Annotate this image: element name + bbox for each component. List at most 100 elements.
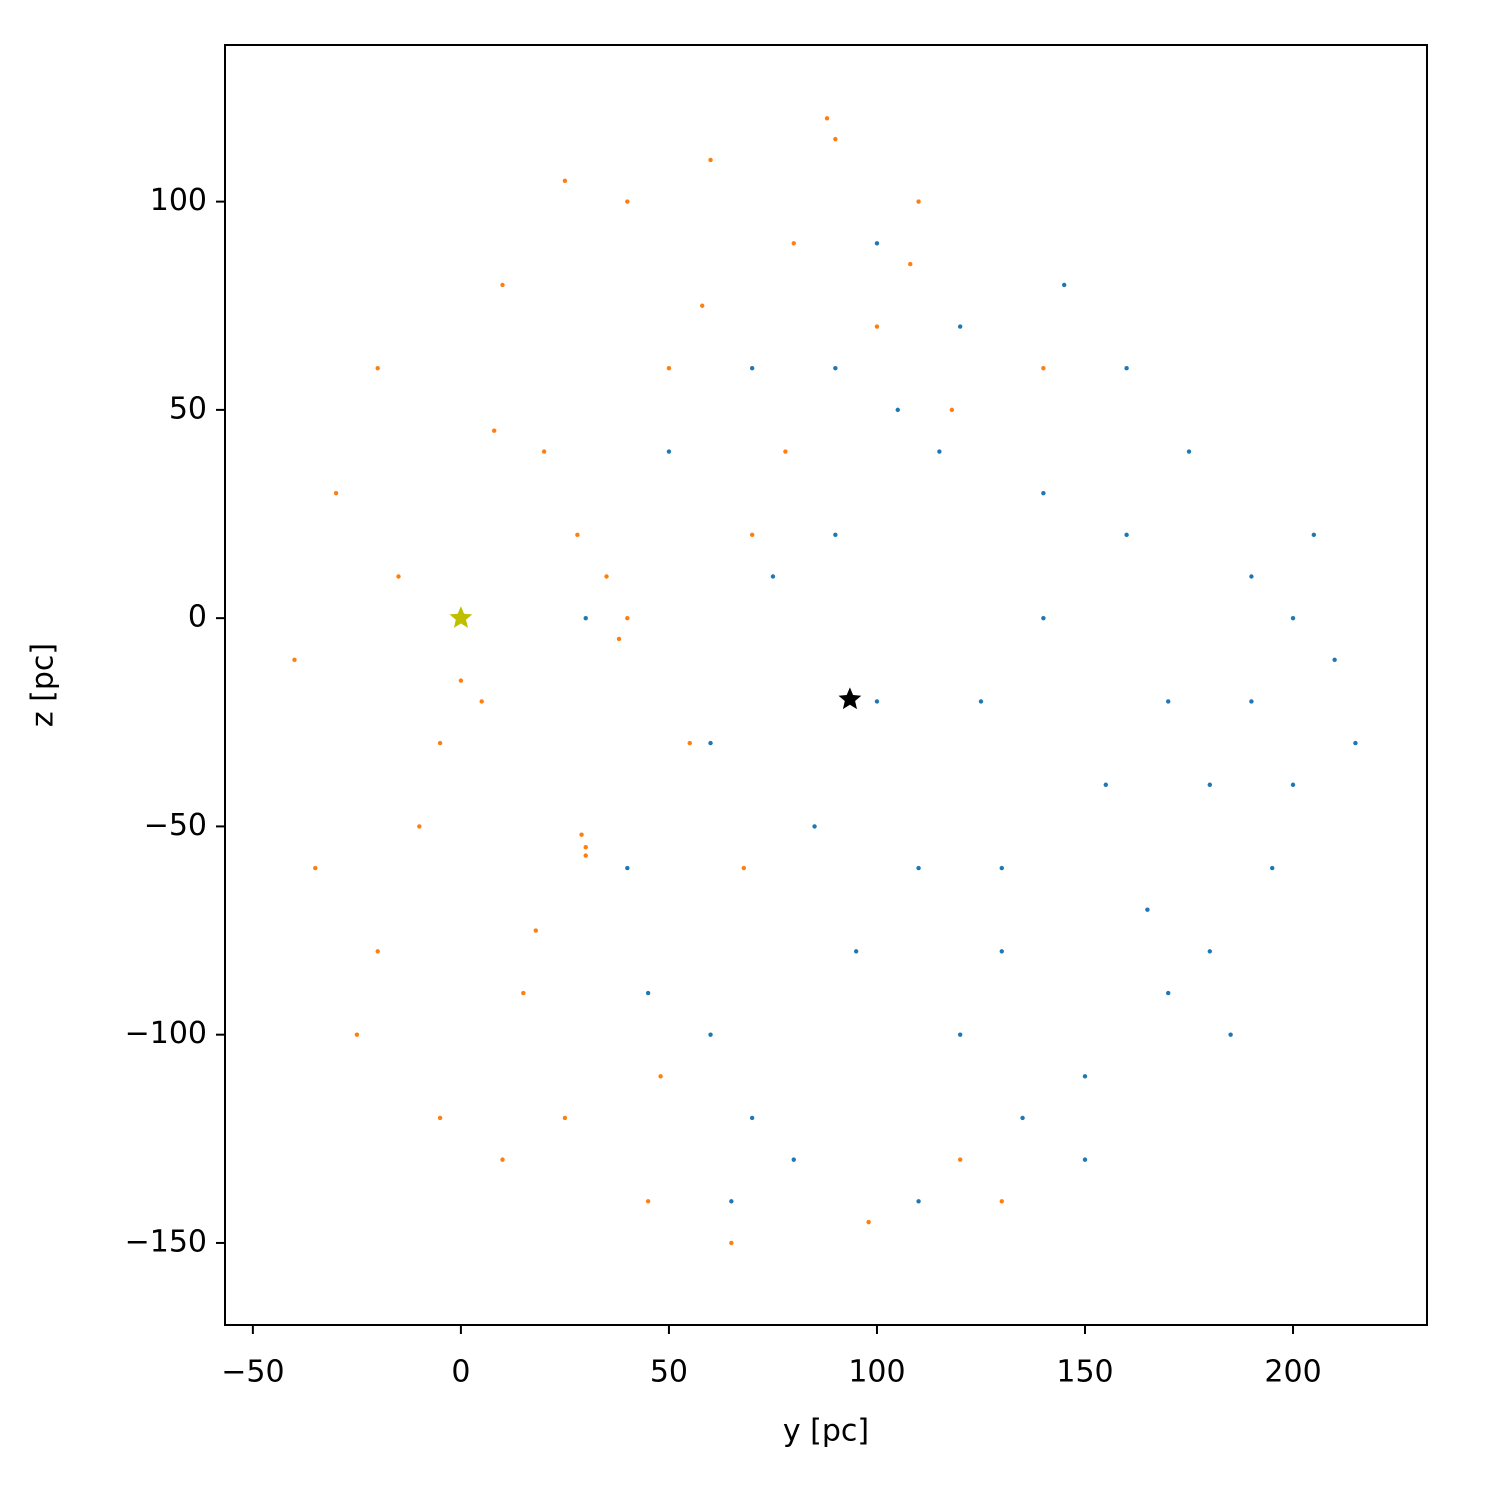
y-tick-label: −50 [144,808,207,843]
point [749,366,755,371]
point [1061,282,1067,288]
point [658,1074,663,1079]
point [625,199,630,204]
point [616,636,622,642]
x-tick-label: 50 [650,1355,688,1390]
point [354,1032,360,1037]
point [916,865,921,871]
point [375,949,380,954]
point [666,449,672,454]
point [1270,865,1275,871]
star-marker [838,687,862,710]
point [541,449,547,454]
point [562,178,568,183]
point [833,366,838,371]
point [791,241,796,246]
point [729,1240,734,1246]
point [491,428,497,433]
point [1124,366,1129,371]
point [666,366,672,371]
point [1124,532,1129,538]
point [562,1115,568,1121]
y-tick-label: 0 [188,600,207,635]
point [479,699,484,704]
point [1041,366,1046,371]
point [313,865,318,871]
point [1166,699,1171,704]
point [866,1219,871,1225]
point [1228,1032,1233,1037]
point [1166,990,1171,996]
point [437,740,443,746]
point [729,1199,734,1204]
point [1020,1115,1025,1121]
y-tick-label: −100 [125,1016,207,1051]
point [999,949,1004,954]
star-marker [449,606,473,628]
point [1082,1074,1088,1079]
point [1249,574,1254,579]
point [770,574,776,579]
point [999,1199,1004,1204]
x-tick-label: 0 [451,1355,470,1390]
point [783,449,788,454]
point [437,1115,443,1121]
point [333,490,339,496]
point [833,136,838,142]
x-axis-label: y [pc] [783,1414,869,1449]
point [812,824,817,829]
point [1290,782,1296,787]
point [708,157,713,163]
point [625,865,630,871]
point [1249,699,1254,704]
point [1311,532,1317,538]
point [1290,615,1296,621]
point [949,407,955,413]
point [999,865,1004,871]
point [700,303,705,308]
point [957,1032,963,1037]
x-tick-label: 200 [1264,1355,1321,1390]
point [1353,740,1358,746]
point [625,615,630,621]
y-tick-label: −150 [125,1224,207,1259]
point [575,532,580,538]
point [874,241,880,246]
point [916,199,921,204]
point [749,1115,755,1121]
point [687,740,692,746]
point [824,116,830,121]
point [874,324,880,329]
point [1186,449,1192,454]
point [645,1199,651,1204]
x-tick-label: 150 [1056,1355,1113,1390]
point [1207,782,1213,787]
point [533,928,538,933]
point [791,1157,796,1162]
point [708,740,713,746]
point [895,407,900,413]
point [833,532,838,538]
x-tick-label: −50 [221,1355,284,1390]
point [521,990,526,996]
y-axis-label: z [pc] [26,643,61,727]
point [583,853,588,858]
point [853,949,859,954]
point [645,990,651,996]
point [741,865,747,871]
point [1207,949,1213,954]
point [1103,782,1109,787]
point [458,678,464,683]
point [1041,490,1046,496]
point [500,1157,505,1162]
point [874,699,880,704]
point [1145,907,1150,912]
point [375,366,380,371]
point [916,1199,921,1204]
point [957,1157,963,1162]
point [908,261,913,267]
point [500,282,505,288]
point [417,824,422,829]
plot-frame [224,44,1428,1326]
